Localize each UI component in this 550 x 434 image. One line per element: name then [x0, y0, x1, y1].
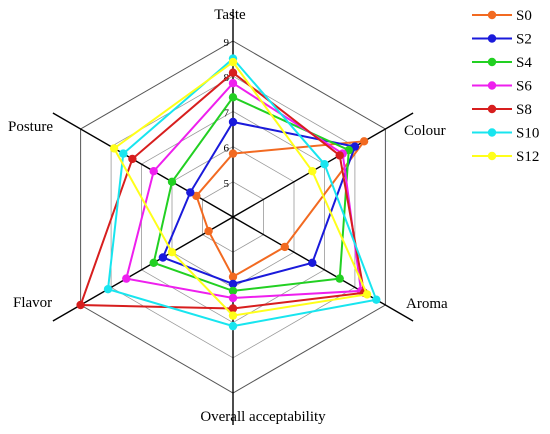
data-point	[228, 293, 238, 303]
legend-label: S6	[516, 79, 532, 95]
data-point	[109, 144, 119, 153]
data-point	[103, 285, 113, 294]
legend-label: S8	[516, 102, 532, 118]
data-point	[308, 258, 317, 267]
legend-marker	[487, 10, 497, 20]
data-point	[280, 242, 289, 252]
data-point	[228, 272, 238, 281]
data-point	[186, 188, 195, 197]
axis-labels: Taste Colour Aroma Overall acceptability Fla…	[8, 7, 448, 425]
data-point	[76, 300, 85, 310]
legend-item-S2: S2	[472, 32, 532, 48]
data-point	[192, 191, 201, 201]
data-point	[228, 79, 238, 88]
data-point	[362, 290, 372, 299]
axis-line	[52, 112, 234, 218]
tick-label: 5	[224, 178, 230, 190]
series-line	[195, 140, 367, 279]
legend-marker	[487, 81, 497, 90]
legend-label: S0	[516, 8, 532, 24]
legend-label: S4	[516, 55, 532, 71]
axis-line	[232, 216, 414, 322]
axis-label: Taste	[214, 7, 246, 23]
axis-label: Overall acceptability	[200, 409, 326, 425]
legend: S0 S2 S4 S6 S8 S10 S12	[472, 8, 539, 165]
data-point	[372, 295, 381, 304]
data-point	[228, 286, 238, 296]
data-point	[350, 142, 360, 151]
legend-marker	[487, 57, 497, 67]
data-point	[167, 248, 177, 257]
tick-label: 9	[224, 37, 230, 49]
legend-label: S2	[516, 32, 532, 48]
tick-label: 6	[224, 143, 230, 155]
data-point	[228, 304, 238, 313]
series-S6	[122, 79, 366, 303]
data-point	[320, 160, 329, 169]
legend-item-S8: S8	[472, 102, 532, 118]
series-S8	[76, 68, 369, 313]
data-point	[149, 167, 158, 176]
legend-label: S10	[516, 126, 539, 142]
series-S4	[149, 93, 353, 296]
data-point	[228, 311, 238, 320]
data-point	[335, 274, 344, 283]
legend-item-S10: S10	[472, 126, 539, 142]
data-point	[228, 68, 238, 77]
legend-marker	[487, 151, 497, 161]
legend-item-S12: S12	[472, 149, 539, 165]
data-point	[228, 279, 238, 289]
data-point	[308, 167, 317, 176]
data-point	[128, 154, 137, 164]
data-point	[359, 137, 369, 146]
legend-marker	[487, 104, 497, 114]
data-point	[228, 93, 238, 102]
data-point	[335, 151, 344, 160]
data-point	[119, 149, 128, 158]
series-S12	[109, 57, 372, 320]
radar-series	[76, 54, 381, 331]
axis-label: Flavor	[13, 295, 52, 311]
legend-label: S12	[516, 149, 539, 165]
data-point	[344, 145, 353, 155]
legend-item-S6: S6	[472, 79, 532, 95]
data-point	[228, 149, 238, 158]
axis-label: Posture	[8, 119, 53, 135]
legend-marker	[487, 34, 497, 43]
data-point	[158, 253, 168, 262]
legend-marker	[487, 128, 497, 137]
data-point	[149, 258, 158, 267]
data-point	[167, 177, 177, 186]
data-point	[228, 57, 238, 67]
axis-label: Colour	[404, 123, 446, 139]
series-S0	[192, 137, 369, 281]
axis-label: Aroma	[406, 296, 448, 312]
series-S2	[158, 117, 360, 289]
data-point	[228, 321, 238, 331]
data-point	[122, 274, 131, 283]
legend-item-S0: S0	[472, 8, 532, 24]
legend-item-S4: S4	[472, 55, 532, 71]
data-point	[204, 226, 213, 236]
data-point	[228, 117, 238, 127]
tick-label: 7	[224, 107, 230, 119]
